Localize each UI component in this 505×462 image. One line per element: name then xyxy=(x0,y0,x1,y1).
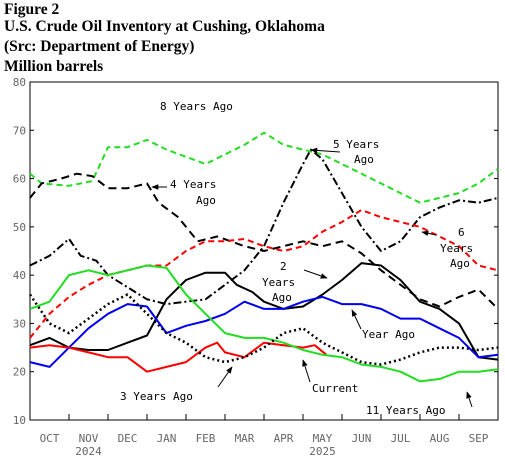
y-tick-label: 50 xyxy=(13,221,26,234)
annotation-label: 3 Years Ago xyxy=(120,390,193,403)
annotation-label: 4 Years xyxy=(170,178,216,191)
x-tick-label: NOV xyxy=(79,432,99,445)
chart-title: U.S. Crude Oil Inventory at Cushing, Okl… xyxy=(4,18,325,35)
annotation-arrow xyxy=(303,269,328,279)
annotation-arrow xyxy=(466,391,473,408)
x-tick-label: OCT xyxy=(40,432,60,445)
annotation-label: 11 Years Ago xyxy=(366,404,445,417)
x-axis: OCT NOV DEC JAN FEB MAR APR MAY JUN JUL AUG SEP 2024… xyxy=(40,414,489,458)
x-tick-label: MAR xyxy=(235,432,255,445)
annotation-label: Ago xyxy=(354,153,374,166)
y-tick-label: 30 xyxy=(13,317,26,330)
annotation-arrow xyxy=(302,359,311,383)
series-line-3-years-ago xyxy=(29,341,328,373)
chart-source: (Src: Department of Energy) xyxy=(4,38,195,55)
annotation-label: Ago xyxy=(272,291,292,304)
x-tick-label: JUN xyxy=(352,432,372,445)
year-label: 2024 xyxy=(75,445,102,458)
series-line-8-years-ago xyxy=(29,131,499,204)
annotation-label: 2 xyxy=(280,260,287,273)
y-tick-label: 70 xyxy=(13,124,26,137)
y-tick-label: 60 xyxy=(13,173,26,186)
annotation-label: Year Ago xyxy=(362,328,415,341)
x-tick-label: FEB xyxy=(196,432,216,445)
annotation-label: Years xyxy=(440,242,473,255)
series-line-current xyxy=(29,264,499,383)
annotation-label: 6 xyxy=(458,226,465,239)
x-tick-label: JUL xyxy=(391,432,411,445)
series-line-2-years-ago xyxy=(29,262,499,361)
annotation-label: Current xyxy=(312,382,358,395)
y-tick-label: 80 xyxy=(13,76,26,89)
annotation-group: 8 Years Ago 5 Years Ago 4 Years Ago 6 Years Ago… xyxy=(120,100,473,417)
year-label: 2025 xyxy=(309,445,336,458)
annotation-label: Ago xyxy=(450,257,470,270)
y-tick-label: 20 xyxy=(13,366,26,379)
figure-number: Figure 2 xyxy=(4,1,60,18)
x-tick-label: APR xyxy=(274,432,294,445)
y-tick-label: 10 xyxy=(13,414,26,427)
annotation-arrow xyxy=(351,309,362,330)
series-group xyxy=(28,131,499,383)
x-tick-label: MAY xyxy=(313,432,333,445)
annotation-label: Years xyxy=(262,276,295,289)
series-line-year-ago xyxy=(29,295,499,368)
series-line-11-years-ago xyxy=(28,293,499,366)
x-tick-label: SEP xyxy=(469,432,489,445)
x-tick-label: JAN xyxy=(157,432,177,445)
x-tick-label: DEC xyxy=(118,432,138,445)
annotation-arrow xyxy=(310,147,341,154)
y-tick-label: 40 xyxy=(13,269,26,282)
y-axis-units: Million barrels xyxy=(4,58,104,75)
annotation-label: 5 Years xyxy=(333,138,379,151)
annotation-label: Ago xyxy=(196,194,216,207)
annotation-arrow xyxy=(421,230,437,237)
annotation-label: 8 Years Ago xyxy=(160,100,233,113)
x-tick-label: AUG xyxy=(430,432,450,445)
series-line-4-years-ago xyxy=(29,172,499,310)
annotation-arrow xyxy=(217,366,233,388)
y-axis: 10 20 30 40 50 60 70 80 xyxy=(13,76,498,427)
